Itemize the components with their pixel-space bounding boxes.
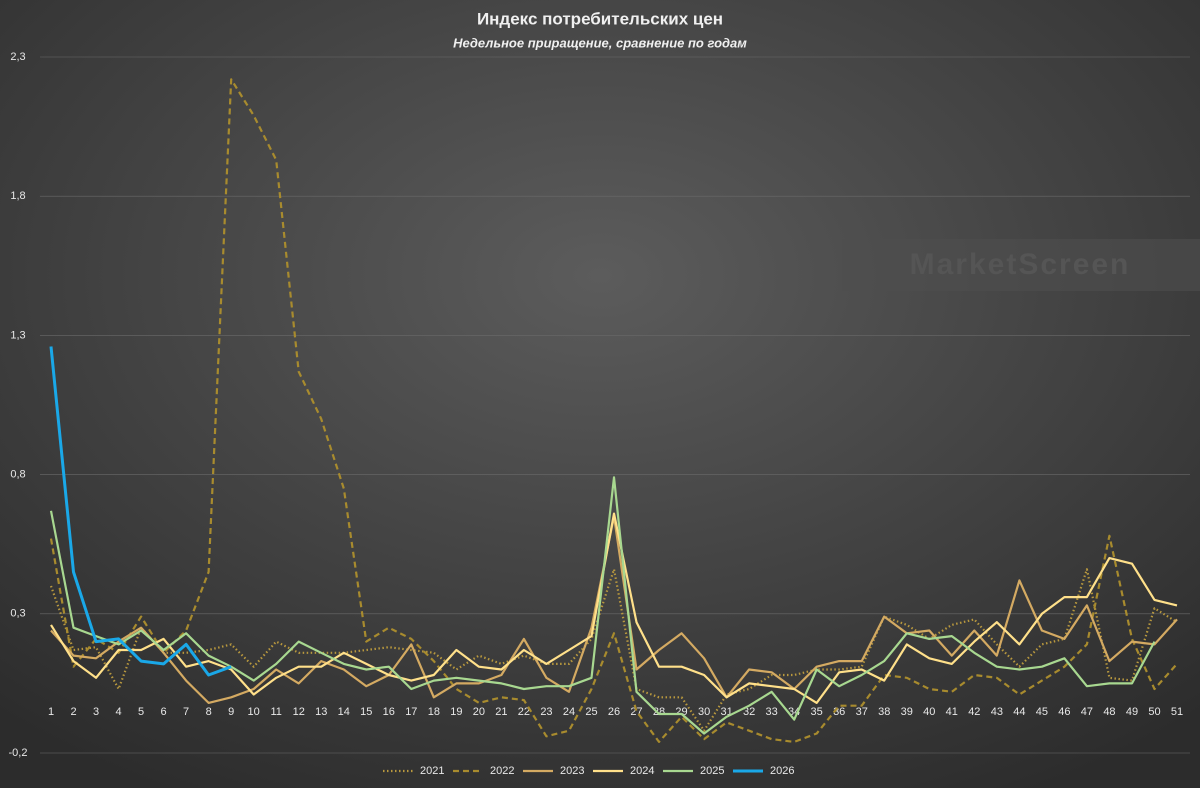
x-tick-label: 9: [228, 706, 234, 718]
x-tick-label: 10: [248, 706, 260, 718]
legend-label: 2026: [770, 765, 794, 777]
x-tick-label: 26: [608, 706, 620, 718]
x-tick-label: 41: [946, 706, 958, 718]
x-tick-label: 24: [563, 706, 575, 718]
x-tick-label: 14: [338, 706, 350, 718]
x-tick-label: 18: [428, 706, 440, 718]
y-tick-label: 2,3: [10, 51, 25, 63]
legend-label: 2024: [630, 765, 654, 777]
x-tick-label: 50: [1148, 706, 1160, 718]
x-tick-label: 3: [93, 706, 99, 718]
y-tick-label: 0,8: [10, 469, 25, 481]
x-tick-label: 48: [1103, 706, 1115, 718]
series-line: [49, 346, 232, 677]
x-tick-label: 6: [161, 706, 167, 718]
legend-label: 2023: [560, 765, 584, 777]
y-tick-label: 1,8: [10, 190, 25, 202]
x-tick-label: 44: [1013, 706, 1025, 718]
legend-label: 2022: [490, 765, 514, 777]
x-tick-label: 47: [1081, 706, 1093, 718]
x-tick-label: 21: [495, 706, 507, 718]
x-tick-label: 49: [1126, 706, 1138, 718]
x-tick-label: 19: [450, 706, 462, 718]
x-tick-label: 37: [856, 706, 868, 718]
series-line: [49, 476, 1156, 735]
x-tick-label: 20: [473, 706, 485, 718]
x-tick-label: 17: [405, 706, 417, 718]
x-tick-label: 13: [315, 706, 327, 718]
x-tick-label: 4: [115, 706, 121, 718]
x-tick-label: 23: [540, 706, 552, 718]
x-tick-label: 46: [1058, 706, 1070, 718]
x-tick-label: 22: [518, 706, 530, 718]
x-tick-label: 2: [70, 706, 76, 718]
y-tick-label: 0,3: [10, 608, 25, 620]
x-tick-label: 28: [653, 706, 665, 718]
x-tick-label: 5: [138, 706, 144, 718]
x-tick-label: 8: [206, 706, 212, 718]
x-tick-label: 38: [878, 706, 890, 718]
x-tick-label: 7: [183, 706, 189, 718]
x-tick-label: 33: [766, 706, 778, 718]
x-tick-label: 43: [991, 706, 1003, 718]
x-tick-label: 16: [383, 706, 395, 718]
watermark: MarketScreen: [910, 248, 1131, 281]
x-tick-label: 12: [293, 706, 305, 718]
watermark-box: [842, 239, 1200, 291]
x-tick-label: 42: [968, 706, 980, 718]
x-tick-label: 30: [698, 706, 710, 718]
x-tick-label: 45: [1036, 706, 1048, 718]
series-line: [49, 568, 1178, 732]
x-tick-label: 25: [585, 706, 597, 718]
y-tick-label: 1,3: [10, 329, 25, 341]
x-tick-label: 15: [360, 706, 372, 718]
x-tick-label: 51: [1171, 706, 1183, 718]
x-tick-label: 1: [48, 706, 54, 718]
x-tick-label: 32: [743, 706, 755, 718]
x-tick-label: 35: [811, 706, 823, 718]
chart-title: Индекс потребительских цен: [477, 9, 723, 28]
y-tick-label: -0,2: [9, 747, 28, 759]
legend-label: 2021: [420, 765, 444, 777]
series-line: [49, 78, 1178, 743]
legend-label: 2025: [700, 765, 724, 777]
series-line: [50, 512, 1178, 704]
x-tick-label: 40: [923, 706, 935, 718]
x-tick-label: 39: [901, 706, 913, 718]
chart-subtitle: Недельное приращение, сравнение по годам: [453, 35, 747, 50]
x-tick-label: 11: [270, 706, 281, 718]
